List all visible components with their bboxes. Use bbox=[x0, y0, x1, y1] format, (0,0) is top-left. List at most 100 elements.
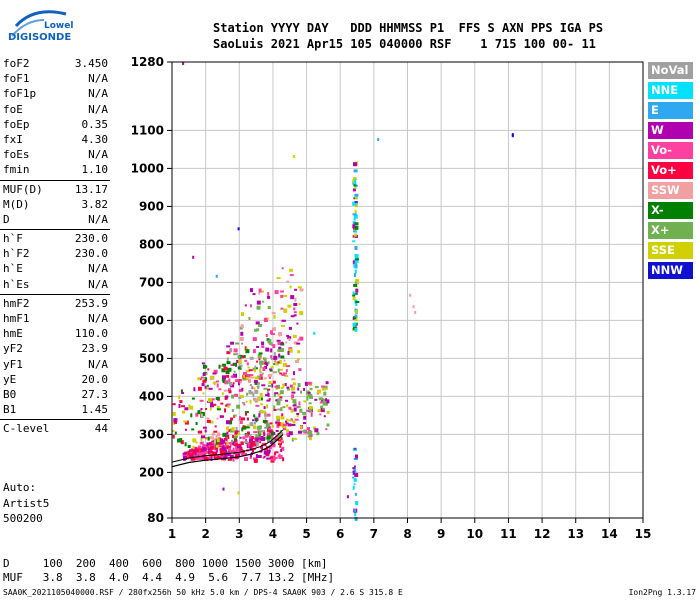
echo-point bbox=[303, 400, 307, 403]
echo-point bbox=[283, 308, 288, 313]
echo-point bbox=[223, 450, 226, 455]
echo-point bbox=[322, 398, 326, 402]
echo-point bbox=[303, 415, 307, 420]
echo-point bbox=[202, 447, 207, 452]
y-tick-label: 700 bbox=[139, 275, 164, 289]
echo-point bbox=[252, 337, 257, 342]
echo-point bbox=[224, 408, 226, 413]
echo-point bbox=[221, 439, 226, 444]
echo-point bbox=[266, 457, 271, 460]
echo-point bbox=[244, 304, 247, 307]
echo-point bbox=[291, 394, 295, 399]
echo-point bbox=[354, 516, 358, 521]
echo-point bbox=[210, 375, 215, 379]
echo-point bbox=[237, 445, 242, 449]
echo-point bbox=[307, 435, 311, 438]
echo-point bbox=[198, 430, 203, 434]
echo-point bbox=[274, 452, 276, 456]
echo-point bbox=[261, 341, 265, 346]
echo-point bbox=[195, 412, 199, 417]
legend-item-ssw: SSW bbox=[648, 182, 693, 199]
echo-point bbox=[259, 368, 262, 373]
header-line-labels: Station YYYY DAY DDD HHMMSS P1 FFS S AXN… bbox=[213, 21, 604, 35]
echo-point bbox=[183, 420, 188, 423]
echo-point bbox=[216, 408, 221, 411]
echo-point bbox=[409, 293, 412, 297]
echo-point bbox=[355, 288, 359, 293]
echo-point bbox=[182, 410, 185, 414]
auto-label: Auto: bbox=[3, 481, 37, 494]
echo-point bbox=[294, 288, 298, 291]
echo-point bbox=[252, 293, 256, 296]
echo-point bbox=[412, 305, 415, 309]
param-row-foe: foE N/A bbox=[0, 103, 113, 118]
echo-point bbox=[266, 399, 271, 402]
echo-point bbox=[303, 388, 306, 391]
echo-point bbox=[235, 445, 239, 450]
echo-point bbox=[281, 341, 284, 345]
echo-point bbox=[228, 442, 233, 445]
echo-point bbox=[269, 433, 273, 436]
echo-point bbox=[216, 438, 220, 443]
echo-point bbox=[308, 433, 313, 437]
echo-point bbox=[256, 360, 259, 363]
echo-point bbox=[299, 336, 304, 341]
echo-point bbox=[290, 315, 295, 318]
echo-point bbox=[282, 406, 286, 409]
echo-point bbox=[294, 418, 299, 421]
echo-point bbox=[314, 398, 318, 401]
echo-point bbox=[258, 324, 263, 327]
echo-point bbox=[227, 458, 232, 461]
echo-point bbox=[280, 348, 284, 352]
echo-point bbox=[273, 352, 276, 357]
echo-point bbox=[209, 436, 214, 440]
echo-point bbox=[273, 355, 278, 360]
echo-point bbox=[280, 449, 283, 452]
param-label: foEp bbox=[3, 117, 30, 131]
echo-point bbox=[377, 138, 380, 141]
param-separator-line bbox=[0, 293, 110, 295]
param-value: 4.30 bbox=[81, 132, 109, 146]
param-label: yE bbox=[3, 372, 17, 386]
echo-point bbox=[276, 415, 280, 420]
echo-point bbox=[255, 454, 258, 459]
auto-code: 500200 bbox=[3, 512, 43, 525]
echo-point bbox=[309, 408, 313, 412]
echo-point bbox=[274, 457, 278, 460]
param-value: 0.35 bbox=[81, 117, 109, 131]
echo-point bbox=[259, 374, 263, 377]
echo-point bbox=[257, 397, 261, 401]
param-value: 23.9 bbox=[81, 342, 109, 356]
echo-point bbox=[205, 387, 210, 390]
echo-point bbox=[267, 295, 271, 299]
echo-point bbox=[238, 381, 240, 386]
echo-point bbox=[205, 372, 208, 375]
echo-point bbox=[216, 383, 219, 388]
echo-point bbox=[260, 446, 262, 449]
echo-point bbox=[278, 353, 281, 358]
x-tick-label: 9 bbox=[437, 527, 445, 541]
echo-point bbox=[257, 455, 262, 458]
echo-point bbox=[263, 448, 268, 451]
param-separator bbox=[0, 418, 113, 422]
param-value: 44 bbox=[94, 422, 108, 436]
echo-point bbox=[192, 255, 195, 259]
echo-point bbox=[216, 417, 219, 420]
echo-point bbox=[231, 439, 234, 443]
echo-point bbox=[273, 393, 276, 398]
echo-point bbox=[240, 447, 243, 451]
param-row-foes: foEs N/A bbox=[0, 148, 113, 163]
echo-point bbox=[226, 431, 229, 435]
echo-point bbox=[208, 449, 212, 451]
echo-point bbox=[352, 180, 357, 185]
echo-point bbox=[309, 388, 313, 391]
echo-point bbox=[297, 383, 301, 388]
echo-point bbox=[282, 383, 285, 388]
param-value: N/A bbox=[88, 262, 108, 276]
echo-point bbox=[233, 414, 237, 417]
echo-point bbox=[172, 430, 175, 432]
echo-point bbox=[288, 431, 293, 436]
echo-point bbox=[287, 336, 292, 340]
echo-point bbox=[181, 392, 185, 394]
param-value: N/A bbox=[88, 102, 108, 116]
